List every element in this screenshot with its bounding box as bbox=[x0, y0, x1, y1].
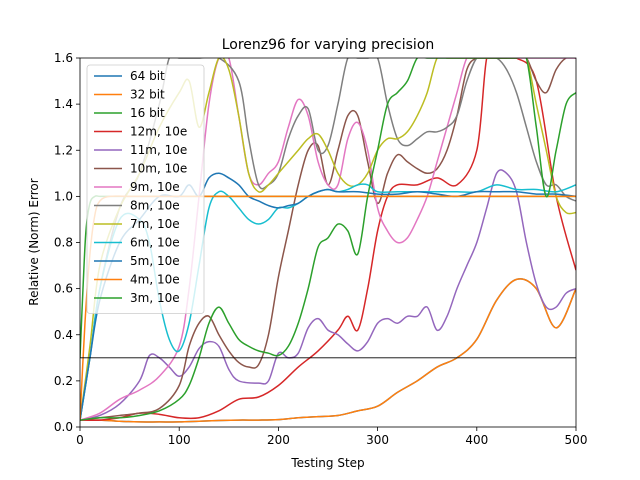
legend-entry: 5m, 10e bbox=[130, 254, 180, 268]
y-axis-label: Relative (Norm) Error bbox=[27, 178, 41, 305]
legend-entry: 11m, 10e bbox=[130, 143, 187, 157]
x-tick-label: 500 bbox=[565, 433, 588, 447]
series-line-6 bbox=[80, 58, 576, 421]
y-tick-label: 0.8 bbox=[54, 236, 73, 250]
x-tick-label: 300 bbox=[366, 433, 389, 447]
legend-entry: 4m, 10e bbox=[130, 273, 180, 287]
y-tick-label: 0.0 bbox=[54, 420, 73, 434]
series-line-2 bbox=[80, 278, 576, 423]
legend-entry: 64 bit bbox=[130, 69, 165, 83]
x-axis-label: Testing Step bbox=[290, 456, 364, 470]
legend-entry: 32 bit bbox=[130, 88, 165, 102]
legend: 64 bit 32 bit 16 bit 12m, 10e 11m, 10e 10m, 1… bbox=[86, 64, 205, 314]
x-axis: 0 100 200 300 400 500 bbox=[76, 427, 587, 447]
legend-entry: 3m, 10e bbox=[130, 291, 180, 305]
series-line-4 bbox=[80, 58, 576, 422]
x-tick-label: 400 bbox=[465, 433, 488, 447]
y-axis: 0.0 0.2 0.4 0.6 0.8 1.0 1.2 1.4 1.6 bbox=[54, 51, 80, 434]
x-tick-label: 100 bbox=[168, 433, 191, 447]
series-line-8 bbox=[80, 58, 576, 421]
chart-title: Lorenz96 for varying precision bbox=[222, 37, 435, 53]
legend-entry: 16 bit bbox=[130, 106, 165, 120]
series-line-5 bbox=[80, 169, 576, 421]
y-tick-label: 1.2 bbox=[54, 143, 73, 157]
legend-entry: 6m, 10e bbox=[130, 236, 180, 250]
x-tick-label: 200 bbox=[267, 433, 290, 447]
y-tick-label: 1.0 bbox=[54, 189, 73, 203]
y-tick-label: 0.6 bbox=[54, 282, 73, 296]
legend-entry: 9m, 10e bbox=[130, 180, 180, 194]
legend-entry: 8m, 10e bbox=[130, 199, 180, 213]
y-tick-label: 1.6 bbox=[54, 51, 73, 65]
legend-entry: 12m, 10e bbox=[130, 125, 187, 139]
legend-box bbox=[86, 64, 205, 314]
y-tick-label: 0.4 bbox=[54, 328, 73, 342]
series-line-13 bbox=[80, 58, 576, 421]
x-tick-label: 0 bbox=[76, 433, 84, 447]
legend-entry: 7m, 10e bbox=[130, 217, 180, 231]
y-tick-label: 0.2 bbox=[54, 374, 73, 388]
legend-entry: 10m, 10e bbox=[130, 162, 187, 176]
y-tick-label: 1.4 bbox=[54, 97, 73, 111]
